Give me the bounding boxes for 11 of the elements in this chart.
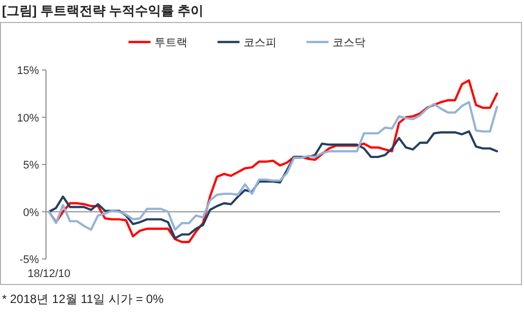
legend-label: 코스닥 xyxy=(332,37,366,49)
x-tick-label: 18/12/10 xyxy=(28,268,70,280)
y-tick-label: -5% xyxy=(19,254,39,266)
y-tick-label: 15% xyxy=(16,65,39,77)
y-tick-label: 5% xyxy=(23,160,39,172)
legend-label: 코스피 xyxy=(244,37,276,49)
y-tick-label: 0% xyxy=(23,206,39,219)
y-tick-label: 10% xyxy=(16,112,39,124)
title: [그림] 투트랙전략 누적수익률 추이 xyxy=(2,3,204,18)
annotation: * 2018년 12월 11일 시가 = 0% xyxy=(2,292,164,306)
legend-label: 투트랙 xyxy=(154,37,188,49)
